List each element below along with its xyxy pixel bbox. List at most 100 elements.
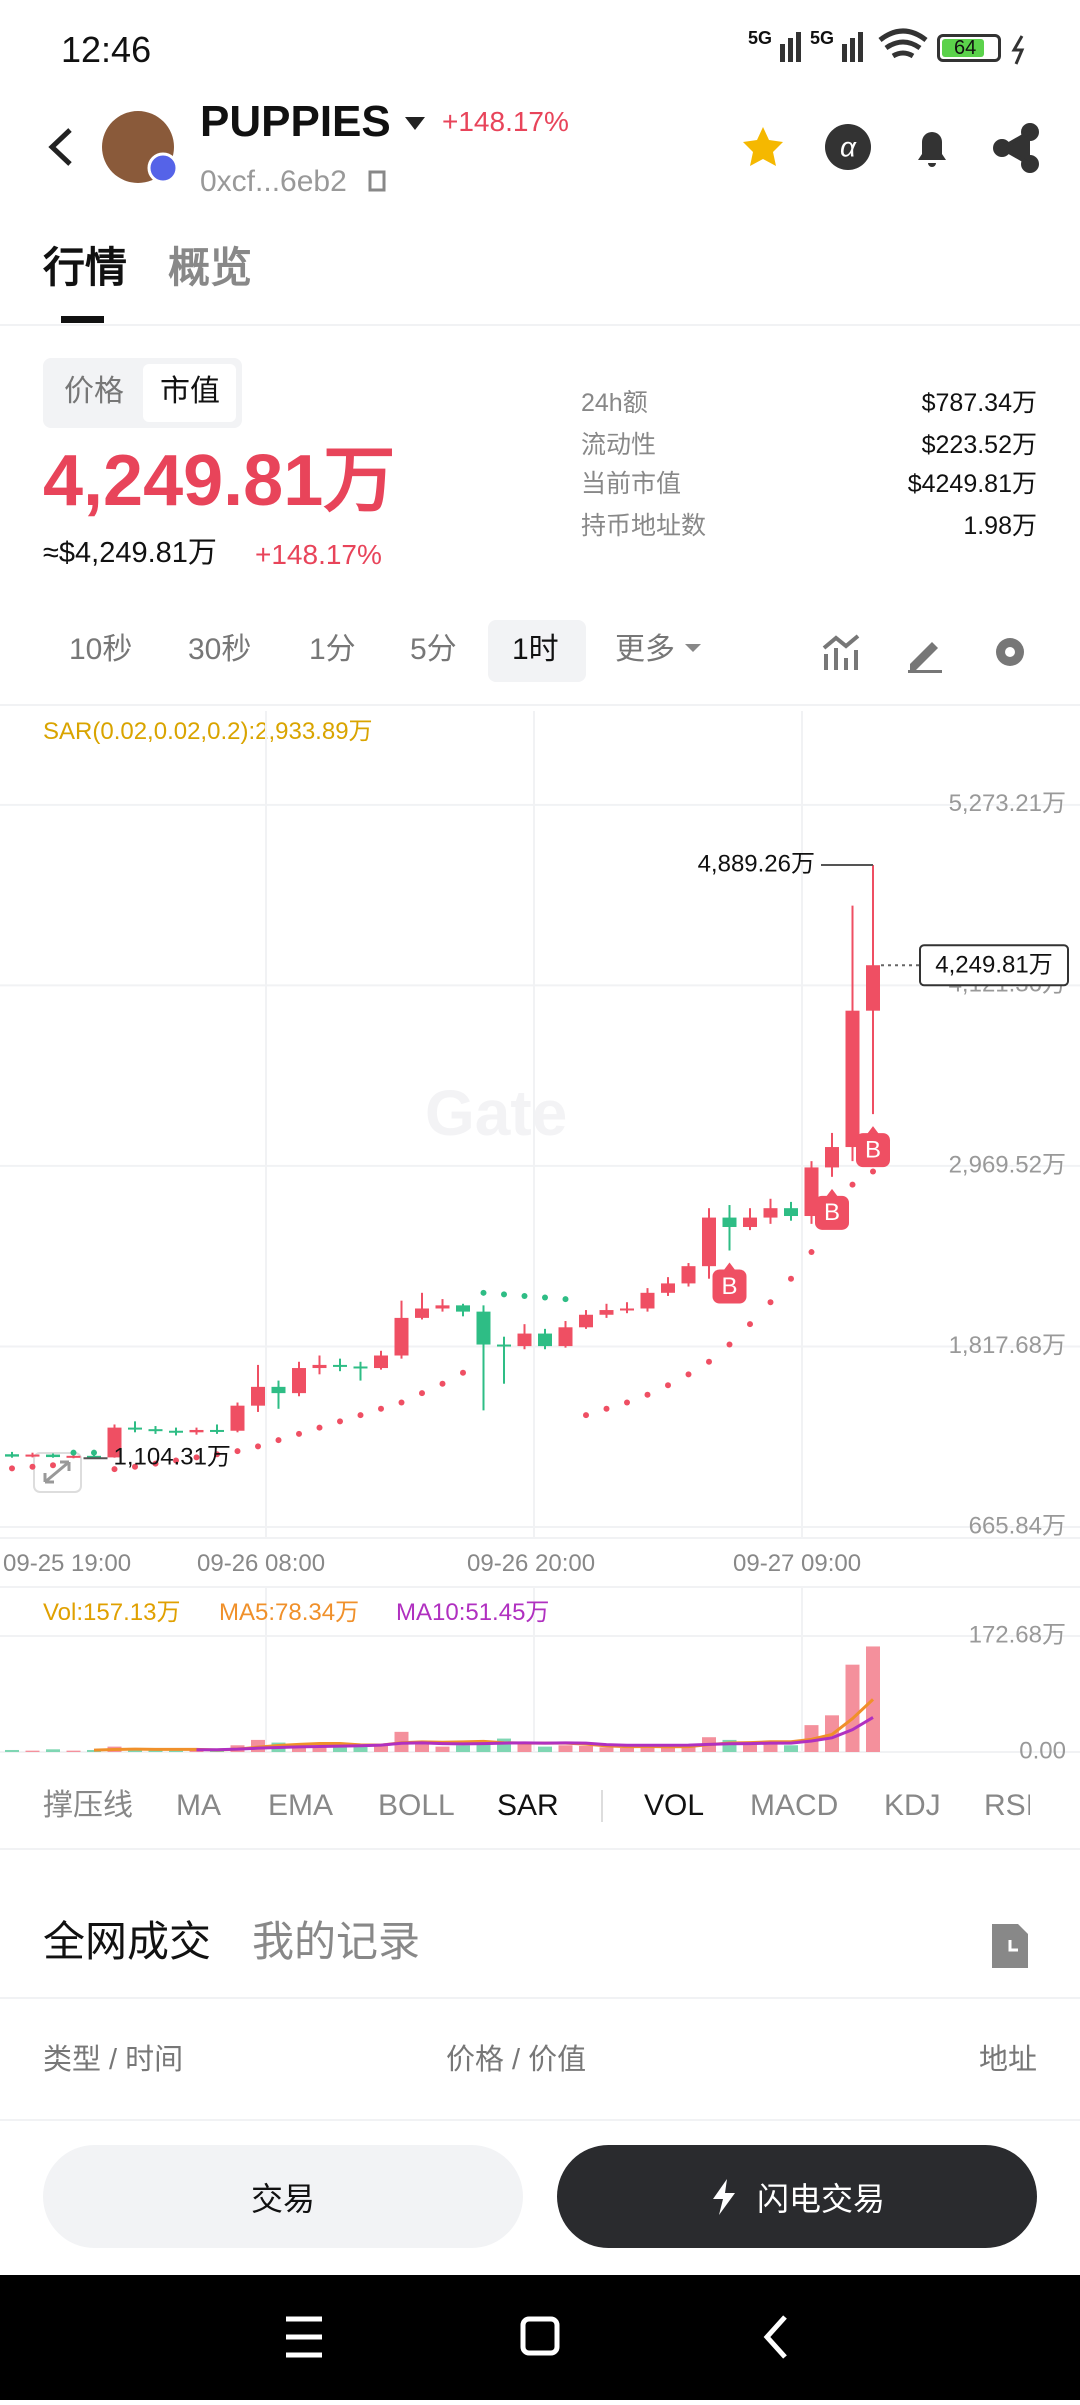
nav-bar	[0, 2275, 1080, 2400]
candle-body	[579, 1314, 593, 1328]
sar-dot	[9, 1465, 15, 1472]
token-name[interactable]: PUPPIES	[200, 97, 391, 146]
sar-dot	[152, 1460, 159, 1467]
candle-body	[25, 1454, 40, 1457]
volume-bar	[5, 1749, 19, 1752]
sar-dot	[644, 1391, 651, 1398]
stat-label: 24h额	[581, 389, 648, 417]
interval[interactable]: 更多	[615, 633, 675, 666]
sar-dot	[665, 1382, 671, 1389]
share[interactable]	[993, 123, 1039, 173]
volume-bar	[538, 1746, 552, 1752]
sar-dot	[275, 1437, 282, 1444]
alert[interactable]	[918, 132, 946, 167]
interval[interactable]: 1时	[512, 633, 559, 666]
candle-body	[394, 1317, 409, 1356]
watermark: Gate	[425, 1077, 568, 1149]
stat-label: 持币地址数	[581, 512, 707, 540]
volume-bar	[87, 1749, 101, 1752]
sar-dot	[234, 1448, 241, 1455]
candle-body	[333, 1364, 347, 1367]
volume-bar	[579, 1745, 593, 1752]
candle-body	[476, 1311, 491, 1345]
indicator-tab[interactable]: 撑压线	[43, 1789, 133, 1822]
sar-dot	[624, 1399, 630, 1406]
separator	[601, 1790, 603, 1822]
trade-label: B	[865, 1136, 881, 1163]
flash-trade-button[interactable]: 闪电交易	[557, 2145, 1037, 2248]
interval[interactable]: 5分	[410, 633, 457, 666]
stat-label: 当前市值	[581, 470, 682, 498]
toggle-option[interactable]: 市值	[160, 375, 220, 408]
sar-dot	[849, 1181, 856, 1188]
tab[interactable]: 行情	[43, 244, 128, 291]
indicator-tabs: 撑压线 MA EMA BOLL SAR VOL MACD KDJ RSI	[0, 1788, 1030, 1828]
candle-body	[763, 1208, 778, 1218]
volume-bar	[743, 1743, 757, 1752]
status-time: 12:46	[61, 29, 152, 70]
interval[interactable]: 30秒	[188, 633, 252, 666]
candle-body	[46, 1454, 60, 1458]
settings-icon[interactable]	[996, 638, 1024, 666]
token-address[interactable]: 0xcf...6eb2	[200, 165, 347, 198]
trades-tab[interactable]: 全网成交	[43, 1918, 212, 1965]
table-header: 类型 / 时间	[43, 2044, 184, 2076]
indicator-tab[interactable]: RSI	[984, 1789, 1030, 1822]
candle-body	[599, 1310, 614, 1315]
volume-bar	[763, 1742, 778, 1752]
sar-dot	[173, 1457, 179, 1464]
candle-body	[271, 1386, 286, 1394]
draw-icon[interactable]	[908, 642, 942, 673]
sar-dot	[480, 1289, 487, 1296]
volume-bar	[640, 1745, 655, 1752]
toggle-option[interactable]: 价格	[64, 375, 124, 408]
trades-tab[interactable]: 我的记录	[252, 1918, 421, 1965]
volume-bar	[148, 1749, 163, 1752]
candle-body	[743, 1217, 757, 1227]
volume-bar	[620, 1747, 634, 1752]
interval[interactable]: 1分	[309, 633, 356, 666]
volume-bar	[517, 1743, 532, 1752]
candle-body	[558, 1327, 573, 1347]
button-label: 交易	[250, 2180, 315, 2217]
indicator-tab[interactable]: BOLL	[378, 1789, 455, 1822]
sar-dot	[357, 1412, 364, 1419]
x-tick-label: 09-26 20:00	[467, 1550, 596, 1577]
usd-value: ≈$4,249.81万	[43, 537, 217, 569]
candle-body	[374, 1355, 388, 1369]
indicator-tab[interactable]: EMA	[268, 1789, 334, 1822]
stat-value: $4249.81万	[907, 470, 1037, 498]
indicator-icon[interactable]	[822, 634, 860, 670]
sar-dot	[542, 1294, 548, 1301]
candle-body	[210, 1429, 224, 1432]
header-icons: α	[48, 28, 1039, 323]
tab[interactable]: 概览	[168, 244, 253, 291]
indicator-tab[interactable]: SAR	[497, 1789, 559, 1822]
interval[interactable]: 10秒	[69, 633, 133, 666]
candle-body	[312, 1364, 327, 1369]
volume-bar	[845, 1664, 860, 1752]
y-tick-label: 1,817.68万	[949, 1332, 1066, 1359]
vol-legend: Vol:157.13万	[43, 1599, 181, 1626]
divider	[0, 2119, 1080, 2121]
candle-body	[5, 1454, 19, 1457]
trade-button[interactable]: 交易	[43, 2145, 523, 2248]
back[interactable]	[48, 128, 72, 166]
candle-body	[722, 1217, 737, 1227]
trade-pointer	[826, 1188, 838, 1197]
indicator-tab[interactable]: MACD	[750, 1789, 839, 1822]
sar-dot	[808, 1249, 815, 1256]
candle-body	[517, 1333, 532, 1347]
indicator-tab[interactable]: KDJ	[884, 1789, 941, 1822]
alpha[interactable]	[825, 124, 871, 170]
export-icon[interactable]	[990, 1922, 1030, 1970]
favorite[interactable]	[743, 127, 783, 166]
y-tick-label: 172.68万	[969, 1621, 1066, 1648]
volume-bar	[456, 1745, 470, 1752]
indicator-tab[interactable]: MA	[176, 1789, 221, 1822]
candle-body	[128, 1427, 142, 1430]
sar-dot	[603, 1405, 610, 1412]
indicator-tab[interactable]: VOL	[644, 1789, 705, 1822]
trade-marker	[856, 1133, 890, 1168]
stat-value: $223.52万	[921, 431, 1037, 459]
